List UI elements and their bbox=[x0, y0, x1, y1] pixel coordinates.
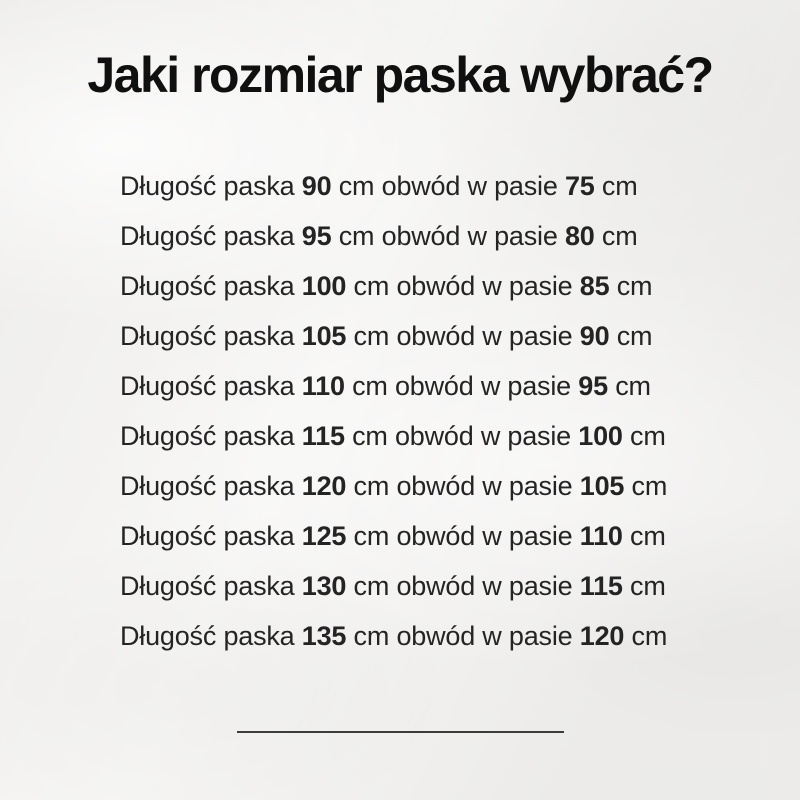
row-unit: cm bbox=[624, 471, 668, 501]
page-title: Jaki rozmiar paska wybrać? bbox=[87, 47, 714, 103]
waist-value: 95 bbox=[578, 371, 608, 401]
row-prefix: Długość paska bbox=[120, 521, 302, 551]
size-row: Długość paska 90 cm obwód w pasie 75 cm bbox=[120, 161, 667, 211]
row-unit: cm bbox=[622, 571, 666, 601]
size-row: Długość paska 115 cm obwód w pasie 100 c… bbox=[120, 411, 667, 461]
belt-length-value: 95 bbox=[301, 221, 332, 251]
row-prefix: Długość paska bbox=[120, 421, 302, 451]
belt-length-value: 90 bbox=[301, 171, 332, 201]
waist-value: 100 bbox=[578, 421, 623, 451]
size-row: Długość paska 125 cm obwód w pasie 110 c… bbox=[120, 511, 667, 561]
row-prefix: Długość paska bbox=[120, 571, 302, 601]
divider-line bbox=[237, 731, 564, 733]
row-unit: cm bbox=[622, 521, 666, 551]
belt-length-value: 115 bbox=[301, 421, 345, 451]
row-middle: cm obwód w pasie bbox=[331, 221, 565, 251]
size-row: Długość paska 120 cm obwód w pasie 105 c… bbox=[120, 461, 667, 511]
waist-value: 90 bbox=[579, 321, 610, 351]
belt-length-value: 100 bbox=[301, 271, 347, 301]
waist-value: 115 bbox=[579, 571, 623, 601]
size-row: Długość paska 95 cm obwód w pasie 80 cm bbox=[120, 211, 667, 261]
row-middle: cm obwód w pasie bbox=[346, 621, 580, 651]
row-unit: cm bbox=[624, 621, 668, 651]
size-row: Długość paska 105 cm obwód w pasie 90 cm bbox=[120, 311, 667, 361]
row-unit: cm bbox=[622, 421, 666, 451]
row-middle: cm obwód w pasie bbox=[346, 321, 580, 351]
row-middle: cm obwód w pasie bbox=[346, 571, 580, 601]
row-prefix: Długość paska bbox=[120, 171, 302, 201]
row-prefix: Długość paska bbox=[120, 271, 302, 301]
size-row: Długość paska 110 cm obwód w pasie 95 cm bbox=[120, 361, 667, 411]
row-prefix: Długość paska bbox=[120, 371, 302, 401]
row-unit: cm bbox=[609, 321, 653, 351]
belt-length-value: 120 bbox=[301, 471, 347, 501]
waist-value: 120 bbox=[579, 621, 625, 651]
belt-length-value: 110 bbox=[301, 371, 345, 401]
row-middle: cm obwód w pasie bbox=[346, 471, 580, 501]
row-unit: cm bbox=[609, 271, 653, 301]
row-prefix: Długość paska bbox=[120, 321, 302, 351]
row-middle: cm obwód w pasie bbox=[344, 421, 579, 451]
row-middle: cm obwód w pasie bbox=[346, 521, 580, 551]
row-middle: cm obwód w pasie bbox=[346, 271, 580, 301]
size-list: Długość paska 90 cm obwód w pasie 75 cm … bbox=[120, 161, 667, 661]
size-row: Długość paska 130 cm obwód w pasie 115 c… bbox=[120, 561, 667, 611]
belt-length-value: 130 bbox=[301, 571, 347, 601]
row-unit: cm bbox=[594, 171, 638, 201]
row-middle: cm obwód w pasie bbox=[331, 171, 565, 201]
row-prefix: Długość paska bbox=[120, 621, 302, 651]
belt-length-value: 135 bbox=[301, 621, 347, 651]
size-row: Długość paska 100 cm obwód w pasie 85 cm bbox=[120, 261, 667, 311]
row-unit: cm bbox=[594, 221, 638, 251]
waist-value: 75 bbox=[564, 171, 595, 201]
row-unit: cm bbox=[607, 371, 651, 401]
row-prefix: Długość paska bbox=[120, 221, 302, 251]
row-middle: cm obwód w pasie bbox=[344, 371, 579, 401]
row-prefix: Długość paska bbox=[120, 471, 302, 501]
waist-value: 85 bbox=[579, 271, 610, 301]
size-row: Długość paska 135 cm obwód w pasie 120 c… bbox=[120, 611, 667, 661]
belt-length-value: 125 bbox=[301, 521, 347, 551]
belt-length-value: 105 bbox=[301, 321, 347, 351]
waist-value: 80 bbox=[564, 221, 595, 251]
waist-value: 105 bbox=[579, 471, 625, 501]
waist-value: 110 bbox=[579, 521, 623, 551]
